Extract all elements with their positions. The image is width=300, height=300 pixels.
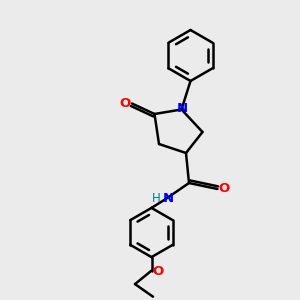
Text: H: H xyxy=(152,191,161,205)
Text: O: O xyxy=(152,265,164,278)
Text: O: O xyxy=(120,97,131,110)
Text: O: O xyxy=(218,182,230,196)
Text: N: N xyxy=(177,102,188,115)
Text: N: N xyxy=(162,191,174,205)
